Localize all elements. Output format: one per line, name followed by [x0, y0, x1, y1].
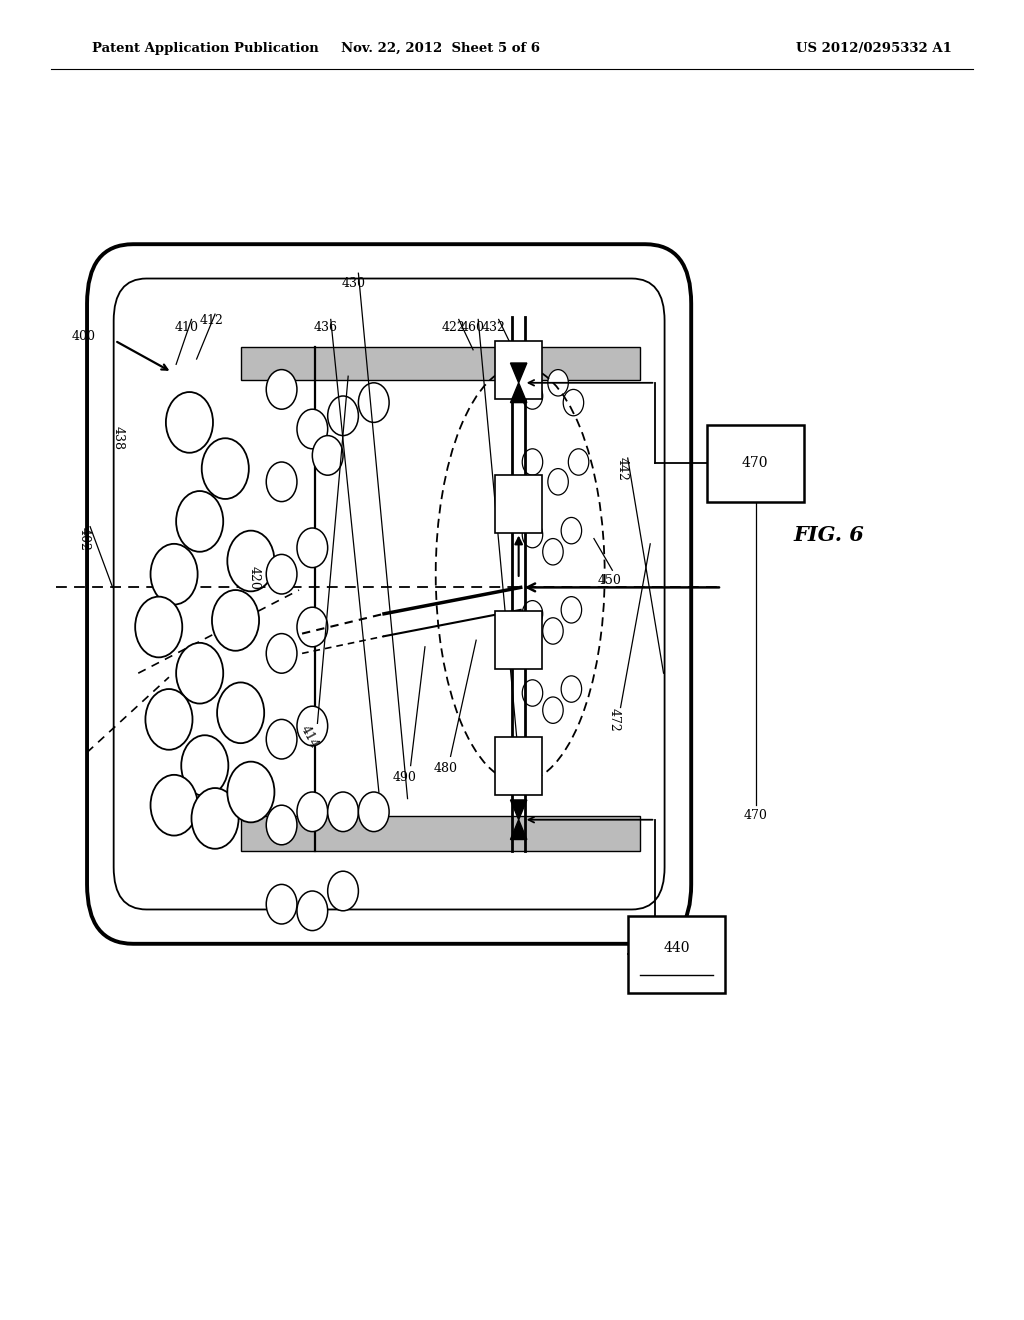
Circle shape: [297, 706, 328, 746]
Circle shape: [266, 554, 297, 594]
Text: 440: 440: [664, 941, 689, 954]
Circle shape: [227, 531, 274, 591]
Circle shape: [297, 607, 328, 647]
Text: 402: 402: [78, 527, 90, 550]
Circle shape: [522, 601, 543, 627]
Circle shape: [522, 383, 543, 409]
Text: Patent Application Publication: Patent Application Publication: [92, 42, 318, 55]
Text: 438: 438: [112, 426, 124, 450]
Circle shape: [151, 775, 198, 836]
Text: 430: 430: [341, 277, 366, 290]
Circle shape: [191, 788, 239, 849]
Text: 410: 410: [174, 321, 199, 334]
Circle shape: [266, 805, 297, 845]
Circle shape: [202, 438, 249, 499]
Circle shape: [217, 682, 264, 743]
Circle shape: [227, 762, 274, 822]
Circle shape: [297, 792, 328, 832]
Text: 412: 412: [200, 314, 224, 327]
Polygon shape: [510, 800, 526, 820]
Circle shape: [212, 590, 259, 651]
Text: FIG. 6: FIG. 6: [794, 524, 864, 545]
FancyBboxPatch shape: [87, 244, 691, 944]
Bar: [628, 916, 725, 993]
Circle shape: [266, 634, 297, 673]
Circle shape: [543, 539, 563, 565]
Text: 490: 490: [392, 771, 417, 784]
Circle shape: [176, 643, 223, 704]
Text: 442: 442: [616, 457, 629, 480]
Circle shape: [543, 618, 563, 644]
Text: 420: 420: [248, 566, 260, 590]
Text: Nov. 22, 2012  Sheet 5 of 6: Nov. 22, 2012 Sheet 5 of 6: [341, 42, 540, 55]
Circle shape: [522, 449, 543, 475]
Circle shape: [266, 462, 297, 502]
Circle shape: [358, 792, 389, 832]
Text: US 2012/0295332 A1: US 2012/0295332 A1: [797, 42, 952, 55]
Bar: [495, 341, 543, 399]
Bar: [495, 475, 543, 533]
Circle shape: [266, 719, 297, 759]
Text: 400: 400: [72, 330, 96, 343]
Text: 450: 450: [597, 574, 622, 587]
Circle shape: [297, 409, 328, 449]
Circle shape: [166, 392, 213, 453]
Circle shape: [548, 370, 568, 396]
Bar: [241, 816, 640, 851]
Circle shape: [297, 891, 328, 931]
Circle shape: [563, 389, 584, 416]
Text: 470: 470: [742, 457, 768, 470]
Circle shape: [568, 449, 589, 475]
Text: 414: 414: [298, 723, 321, 750]
Circle shape: [266, 884, 297, 924]
Text: 470: 470: [743, 809, 768, 822]
Circle shape: [151, 544, 198, 605]
Text: 472: 472: [608, 708, 621, 731]
Text: 422: 422: [441, 321, 466, 334]
Circle shape: [181, 735, 228, 796]
Polygon shape: [510, 820, 526, 840]
Circle shape: [522, 521, 543, 548]
Circle shape: [522, 680, 543, 706]
Circle shape: [312, 436, 343, 475]
Circle shape: [328, 792, 358, 832]
Bar: [241, 347, 640, 380]
Text: 436: 436: [313, 321, 338, 334]
Polygon shape: [510, 363, 526, 383]
Circle shape: [548, 469, 568, 495]
Bar: [495, 611, 543, 669]
Circle shape: [358, 383, 389, 422]
Text: 460: 460: [461, 321, 485, 334]
Bar: [707, 425, 804, 502]
Circle shape: [297, 528, 328, 568]
Polygon shape: [510, 383, 526, 403]
Circle shape: [328, 396, 358, 436]
Circle shape: [135, 597, 182, 657]
Circle shape: [561, 676, 582, 702]
Text: 432: 432: [481, 321, 506, 334]
Circle shape: [543, 697, 563, 723]
Circle shape: [561, 517, 582, 544]
Circle shape: [176, 491, 223, 552]
Circle shape: [561, 597, 582, 623]
Circle shape: [145, 689, 193, 750]
Circle shape: [328, 871, 358, 911]
Bar: [495, 737, 543, 795]
Text: 480: 480: [433, 762, 458, 775]
Circle shape: [266, 370, 297, 409]
